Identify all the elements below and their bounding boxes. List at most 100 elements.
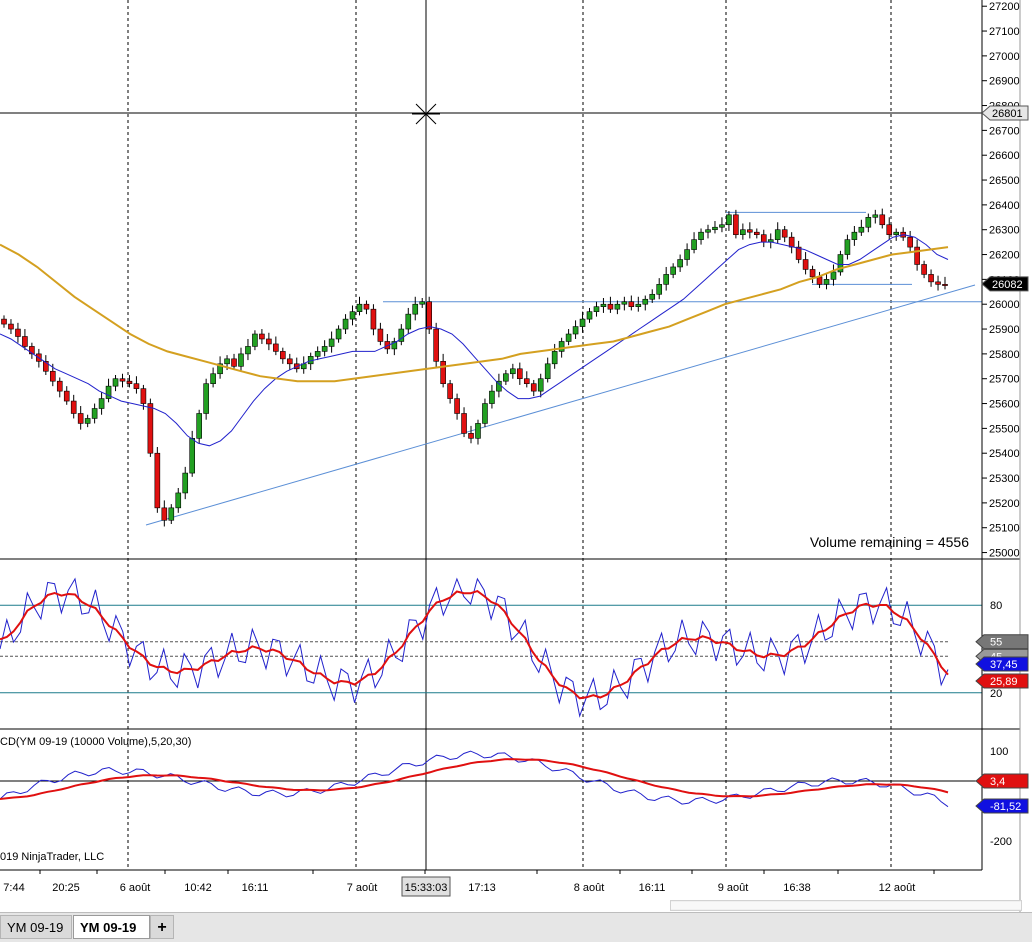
down-candle	[788, 236, 795, 248]
time-axis-label: 17:13	[468, 882, 496, 894]
down-candle	[935, 281, 941, 285]
down-candle	[454, 398, 460, 414]
add-tab-button[interactable]: +	[150, 915, 174, 939]
up-candle	[684, 249, 690, 260]
stoch-k-value-label-bg	[975, 656, 1029, 672]
up-candle	[670, 266, 676, 275]
up-candle	[642, 298, 649, 305]
time-axis-label: 16:38	[783, 882, 811, 894]
price-tick-label: 25400	[989, 448, 1020, 460]
up-candle	[98, 398, 105, 409]
up-candle	[91, 408, 98, 419]
up-candle	[84, 418, 91, 424]
up-candle	[182, 472, 189, 494]
stoch-d-line	[0, 589, 949, 700]
sma-slow-line	[0, 243, 949, 383]
macd-signal-value-label: 3,4	[990, 776, 1005, 788]
down-candle	[273, 343, 279, 352]
up-candle	[593, 306, 600, 312]
candlestick-series	[1, 208, 948, 527]
down-candle	[426, 301, 432, 330]
up-candle	[830, 271, 837, 280]
up-candle	[391, 341, 398, 350]
up-candle	[621, 301, 628, 305]
up-candle	[579, 318, 586, 327]
up-candle	[565, 333, 572, 342]
scrollbar-thumb[interactable]	[671, 902, 1021, 909]
stoch-d-value-label: 25,89	[990, 676, 1018, 688]
time-axis-label: 16:11	[242, 882, 269, 894]
up-candle	[858, 226, 865, 233]
up-candle	[335, 328, 342, 340]
up-candle	[342, 318, 349, 330]
up-candle	[719, 224, 725, 228]
up-candle	[321, 346, 328, 352]
down-candle	[809, 269, 816, 278]
down-candle	[161, 507, 168, 521]
down-candle	[921, 264, 927, 275]
price-tick-label: 26000	[989, 299, 1020, 311]
up-candle	[419, 301, 426, 305]
tab-ym-09-19-active[interactable]: YM 09-19	[73, 915, 150, 939]
up-candle	[726, 214, 732, 226]
macd-signal-value-label-bg	[975, 773, 1029, 789]
down-candle	[70, 400, 77, 414]
up-candle	[614, 303, 621, 310]
up-candle	[503, 373, 509, 382]
axes	[0, 0, 1021, 912]
up-candle	[893, 231, 900, 235]
down-candle	[29, 346, 35, 355]
up-candle	[740, 229, 746, 235]
down-candle	[147, 403, 154, 454]
down-candle	[126, 380, 133, 384]
tab-ym-09-19-a[interactable]: YM 09-19	[0, 915, 72, 939]
down-candle	[733, 214, 739, 235]
down-candle	[530, 383, 537, 392]
up-candle	[586, 311, 593, 320]
up-candle	[656, 284, 663, 295]
down-candle	[907, 236, 913, 248]
down-candle	[879, 214, 886, 226]
time-axis-label: 9 août	[718, 882, 749, 894]
up-candle	[175, 492, 182, 509]
up-candle	[398, 328, 405, 342]
down-candle	[140, 388, 147, 404]
macd-tick-label: 100	[990, 746, 1008, 758]
time-axis-label: 12 août	[879, 882, 916, 894]
up-candle	[196, 413, 202, 439]
down-candle	[461, 413, 467, 434]
down-candle	[370, 308, 377, 330]
down-candle	[523, 378, 530, 384]
down-candle	[942, 284, 948, 286]
stoch-d-value-label-bg	[975, 673, 1029, 689]
sma-fast-line	[0, 234, 949, 447]
up-candle	[544, 363, 551, 380]
down-candle	[747, 229, 753, 233]
down-candle	[1, 318, 7, 325]
down-candle	[914, 246, 920, 265]
down-candle	[56, 380, 63, 392]
time-axis-label: 20:25	[52, 882, 80, 894]
up-candle	[635, 303, 642, 307]
crosshair-cursor-icon	[412, 100, 440, 128]
price-tick-label: 27000	[989, 51, 1020, 63]
down-candle	[119, 378, 126, 382]
time-axis-label: 7 août	[347, 882, 378, 894]
up-candle	[865, 216, 872, 228]
up-candle	[663, 274, 669, 285]
up-candle	[537, 378, 544, 392]
up-candle	[210, 373, 216, 384]
up-candle	[558, 341, 565, 352]
down-candle	[802, 259, 809, 270]
up-candle	[649, 293, 656, 300]
time-axis-label: 16:11	[639, 882, 666, 894]
price-tick-label: 26600	[989, 150, 1020, 162]
up-candle	[189, 438, 195, 474]
price-panel-grid	[0, 0, 982, 870]
up-candle	[328, 338, 335, 347]
up-candle	[168, 507, 175, 521]
price-tick-label: 27200	[989, 1, 1020, 13]
horizontal-scrollbar[interactable]	[670, 900, 1022, 911]
down-candle	[363, 303, 370, 310]
